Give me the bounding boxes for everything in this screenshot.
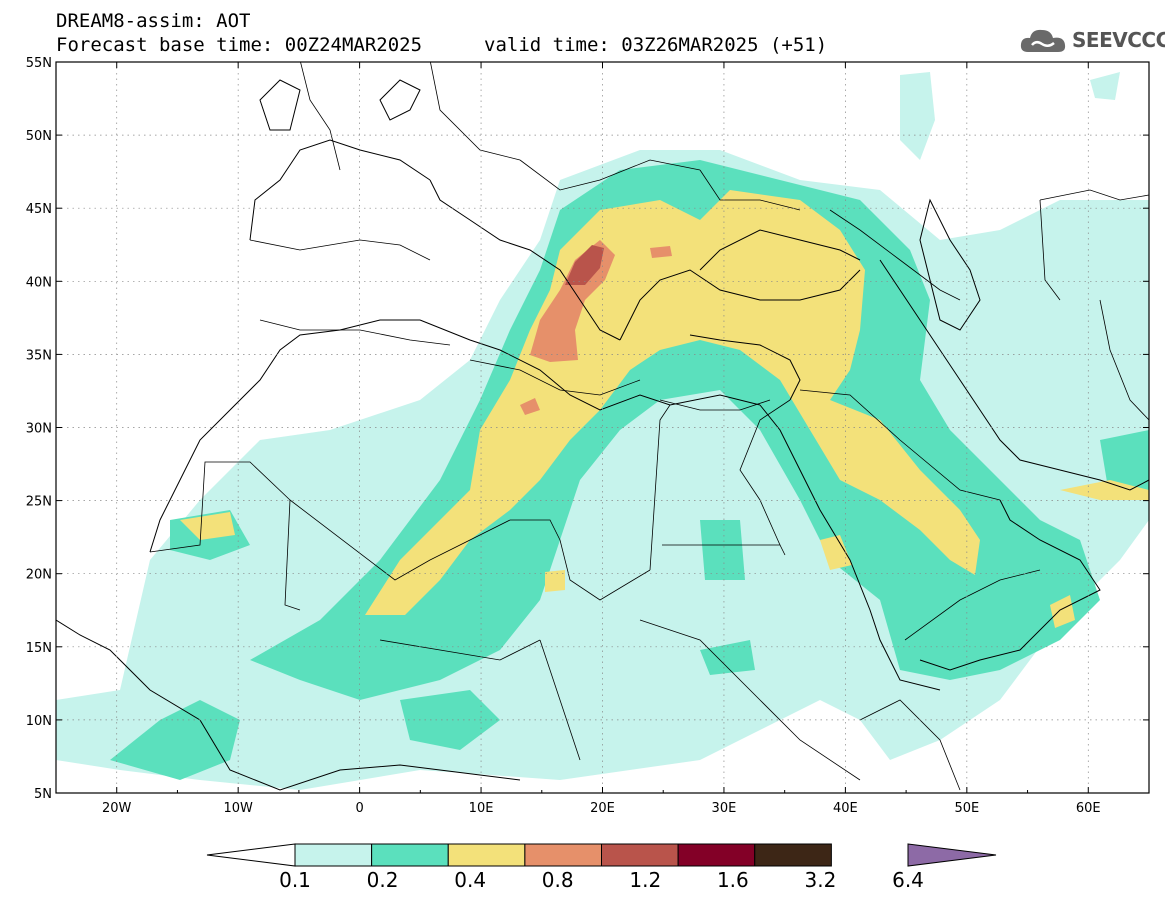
- cloud-logo-icon: [1020, 29, 1066, 52]
- lat-tick-label: 40N: [26, 275, 52, 290]
- colorbar-segment: [754, 843, 832, 867]
- colorbar-label: 0.2: [367, 868, 399, 892]
- aot-level-0.2: [110, 160, 1149, 780]
- colorbar-over-arrow: [907, 843, 997, 867]
- colorbar-under-arrow: [206, 843, 296, 867]
- lon-tick-label: 20W: [102, 801, 132, 816]
- colorbar-segment: [294, 843, 373, 867]
- country-borders: [149, 62, 1149, 791]
- lat-tick-label: 45N: [26, 202, 52, 217]
- colorbar-segment: [524, 843, 602, 867]
- valid-time: valid time: 03Z26MAR2025 (+51): [484, 34, 828, 56]
- lat-tick-label: 15N: [26, 641, 52, 656]
- lat-tick-label: 55N: [26, 56, 52, 71]
- lon-tick-label: 10E: [469, 801, 494, 816]
- colorbar: 0.1 0.2 0.4 0.8 1.2 1.6 3.2 6.4: [206, 843, 997, 892]
- longitude-axis: 20W 10W 0 10E 20E 30E 40E 50E 60E: [55, 62, 1150, 816]
- colorbar-label: 0.4: [454, 868, 486, 892]
- colorbar-label: 0.8: [542, 868, 574, 892]
- lat-tick-label: 30N: [26, 422, 52, 437]
- lon-tick-label: 50E: [954, 801, 979, 816]
- aot-level-0.4: [180, 190, 1149, 628]
- lon-tick-label: 40E: [833, 801, 858, 816]
- gridlines: [56, 62, 1149, 793]
- lon-tick-label: 10W: [223, 801, 253, 816]
- coastlines: [56, 79, 1149, 791]
- lon-tick-label: 0: [355, 801, 363, 816]
- map-title: DREAM8-assim: AOT: [56, 10, 251, 32]
- lon-tick-label: 60E: [1076, 801, 1101, 816]
- colorbar-segment: [677, 843, 756, 867]
- logo-text: SEEVCCC: [1072, 28, 1165, 52]
- lat-tick-label: 25N: [26, 495, 52, 510]
- seevccc-logo: SEEVCCC: [1018, 24, 1165, 58]
- aot-level-1.2: [565, 245, 604, 285]
- forecast-base-time: Forecast base time: 00Z24MAR2025: [56, 34, 423, 56]
- lon-tick-label: 30E: [712, 801, 737, 816]
- lat-tick-label: 20N: [26, 568, 52, 583]
- colorbar-label: 1.2: [629, 868, 661, 892]
- lat-tick-label: 50N: [26, 129, 52, 144]
- colorbar-segment: [447, 843, 526, 867]
- lat-tick-label: 10N: [26, 714, 52, 729]
- colorbar-label: 3.2: [805, 868, 837, 892]
- lat-tick-label: 5N: [34, 787, 52, 802]
- colorbar-label: 6.4: [892, 868, 924, 892]
- colorbar-label: 0.1: [279, 868, 311, 892]
- lat-tick-label: 35N: [26, 348, 52, 363]
- latitude-axis: 55N 50N 45N 40N 35N 30N 25N 20N 15N 10N 5N: [26, 56, 1149, 802]
- lon-tick-label: 20E: [590, 801, 615, 816]
- colorbar-segment: [371, 843, 449, 867]
- colorbar-segment: [601, 843, 679, 867]
- colorbar-label: 1.6: [717, 868, 749, 892]
